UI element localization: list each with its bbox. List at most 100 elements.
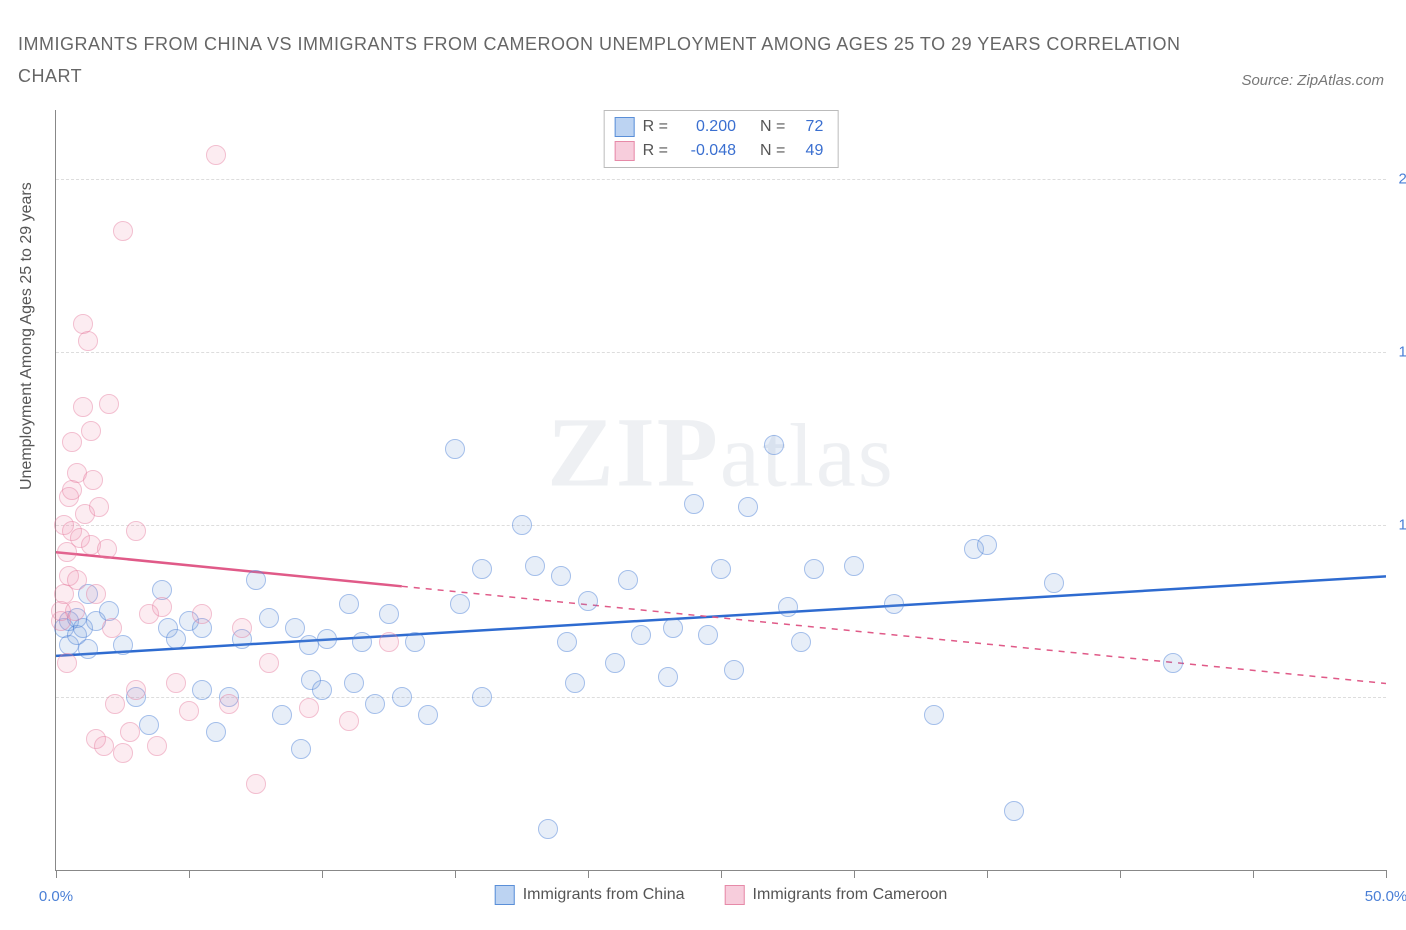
data-point bbox=[126, 521, 146, 541]
data-point bbox=[791, 632, 811, 652]
data-point bbox=[379, 632, 399, 652]
data-point bbox=[126, 680, 146, 700]
data-point bbox=[65, 601, 85, 621]
data-point bbox=[166, 673, 186, 693]
data-point bbox=[551, 566, 571, 586]
data-point bbox=[113, 743, 133, 763]
y-axis-title: Unemployment Among Ages 25 to 29 years bbox=[18, 182, 36, 490]
n-label: N = bbox=[760, 139, 785, 163]
data-point bbox=[246, 570, 266, 590]
data-point bbox=[663, 618, 683, 638]
data-point bbox=[724, 660, 744, 680]
data-point bbox=[299, 635, 319, 655]
r-label: R = bbox=[643, 115, 668, 139]
gridline bbox=[56, 179, 1386, 180]
data-point bbox=[89, 497, 109, 517]
data-point bbox=[557, 632, 577, 652]
x-tick bbox=[987, 870, 988, 878]
legend-label: Immigrants from Cameroon bbox=[753, 886, 948, 904]
data-point bbox=[352, 632, 372, 652]
data-point bbox=[147, 736, 167, 756]
r-value: -0.048 bbox=[676, 139, 736, 163]
chart-container: IMMIGRANTS FROM CHINA VS IMMIGRANTS FROM… bbox=[0, 0, 1406, 930]
r-value: 0.200 bbox=[676, 115, 736, 139]
n-label: N = bbox=[760, 115, 785, 139]
x-tick bbox=[189, 870, 190, 878]
data-point bbox=[525, 556, 545, 576]
legend-label: Immigrants from China bbox=[523, 886, 685, 904]
x-tick-label: 0.0% bbox=[39, 888, 73, 905]
series-swatch bbox=[615, 117, 635, 137]
stats-legend: R = 0.200 N = 72 R = -0.048 N = 49 bbox=[604, 110, 839, 168]
data-point bbox=[312, 680, 332, 700]
data-point bbox=[86, 584, 106, 604]
data-point bbox=[365, 694, 385, 714]
data-point bbox=[512, 515, 532, 535]
gridline bbox=[56, 525, 1386, 526]
data-point bbox=[105, 694, 125, 714]
source-attribution: Source: ZipAtlas.com bbox=[1241, 72, 1384, 89]
data-point bbox=[78, 331, 98, 351]
data-point bbox=[605, 653, 625, 673]
data-point bbox=[317, 629, 337, 649]
plot-area: ZIPatlas Immigrants from ChinaImmigrants… bbox=[55, 110, 1386, 871]
data-point bbox=[472, 559, 492, 579]
trend-lines-layer bbox=[56, 110, 1386, 870]
data-point bbox=[192, 680, 212, 700]
data-point bbox=[418, 705, 438, 725]
x-tick bbox=[854, 870, 855, 878]
gridline bbox=[56, 352, 1386, 353]
data-point bbox=[711, 559, 731, 579]
data-point bbox=[405, 632, 425, 652]
data-point bbox=[344, 673, 364, 693]
data-point bbox=[738, 497, 758, 517]
data-point bbox=[81, 421, 101, 441]
data-point bbox=[578, 591, 598, 611]
data-point bbox=[565, 673, 585, 693]
watermark: ZIPatlas bbox=[547, 395, 895, 510]
data-point bbox=[764, 435, 784, 455]
data-point bbox=[339, 594, 359, 614]
data-point bbox=[631, 625, 651, 645]
y-tick-label: 20.0% bbox=[1398, 171, 1406, 188]
data-point bbox=[62, 480, 82, 500]
data-point bbox=[1044, 573, 1064, 593]
data-point bbox=[285, 618, 305, 638]
n-value: 49 bbox=[793, 139, 823, 163]
legend-swatch bbox=[495, 885, 515, 905]
x-tick bbox=[322, 870, 323, 878]
data-point bbox=[618, 570, 638, 590]
series-swatch bbox=[615, 141, 635, 161]
x-tick bbox=[588, 870, 589, 878]
data-point bbox=[698, 625, 718, 645]
data-point bbox=[152, 597, 172, 617]
data-point bbox=[166, 629, 186, 649]
data-point bbox=[884, 594, 904, 614]
data-point bbox=[67, 570, 87, 590]
data-point bbox=[73, 397, 93, 417]
x-tick bbox=[56, 870, 57, 878]
data-point bbox=[179, 701, 199, 721]
legend-item: Immigrants from China bbox=[495, 885, 685, 905]
data-point bbox=[472, 687, 492, 707]
y-tick-label: 15.0% bbox=[1398, 343, 1406, 360]
data-point bbox=[924, 705, 944, 725]
data-point bbox=[62, 432, 82, 452]
data-point bbox=[219, 694, 239, 714]
data-point bbox=[113, 221, 133, 241]
data-point bbox=[272, 705, 292, 725]
data-point bbox=[778, 597, 798, 617]
data-point bbox=[259, 653, 279, 673]
data-point bbox=[299, 698, 319, 718]
data-point bbox=[120, 722, 140, 742]
data-point bbox=[83, 470, 103, 490]
r-label: R = bbox=[643, 139, 668, 163]
data-point bbox=[538, 819, 558, 839]
data-point bbox=[844, 556, 864, 576]
data-point bbox=[445, 439, 465, 459]
x-tick bbox=[1386, 870, 1387, 878]
series-legend: Immigrants from China Immigrants from Cam… bbox=[495, 885, 948, 905]
n-value: 72 bbox=[793, 115, 823, 139]
data-point bbox=[339, 711, 359, 731]
data-point bbox=[392, 687, 412, 707]
